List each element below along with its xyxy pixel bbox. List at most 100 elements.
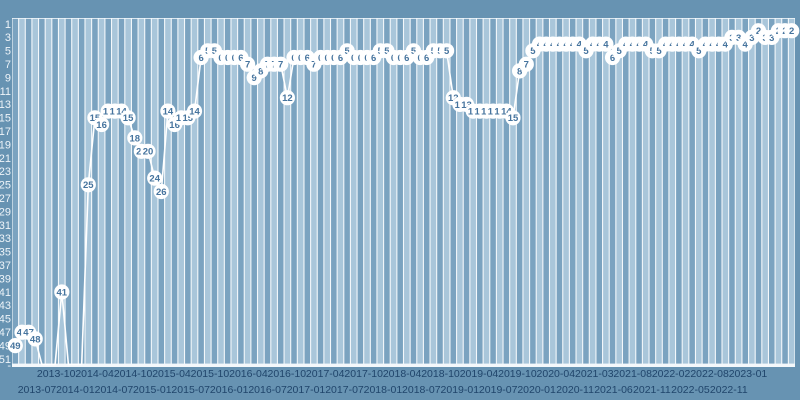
month-stripe	[642, 18, 649, 364]
y-tick-label: 25	[0, 180, 11, 192]
month-stripe	[742, 18, 749, 364]
data-point[interactable]	[54, 284, 70, 300]
data-point[interactable]	[80, 177, 96, 193]
data-point[interactable]	[598, 36, 614, 52]
data-point[interactable]	[127, 130, 143, 146]
month-stripe	[536, 18, 543, 364]
month-stripe	[390, 18, 397, 364]
y-offscale-marker: -	[7, 360, 11, 372]
data-point-value: 2	[789, 26, 794, 37]
month-stripe	[39, 18, 45, 364]
month-stripe	[231, 18, 238, 364]
month-stripe	[317, 18, 324, 364]
data-point-value: 14	[501, 107, 512, 118]
y-tick-label: 23	[0, 166, 11, 178]
data-point-value: 12	[282, 93, 293, 104]
data-point-value: 24	[149, 174, 160, 185]
data-point[interactable]	[784, 23, 800, 39]
month-stripe	[125, 18, 131, 364]
month-stripe	[410, 18, 417, 364]
month-stripe	[244, 18, 251, 364]
data-point[interactable]	[120, 110, 136, 126]
data-point-value: 8	[258, 66, 263, 77]
month-stripe	[490, 18, 496, 364]
data-point-value: 5	[444, 46, 450, 57]
month-stripe	[171, 18, 178, 364]
y-tick-label: 19	[0, 139, 11, 151]
month-stripe	[676, 18, 682, 364]
data-point[interactable]	[140, 143, 156, 159]
data-point[interactable]	[279, 90, 295, 106]
data-point-value: 5	[411, 46, 417, 57]
month-stripe	[629, 18, 636, 364]
month-stripe	[543, 18, 549, 364]
month-stripe	[331, 18, 337, 364]
month-stripe	[218, 18, 224, 364]
month-stripe	[271, 18, 277, 364]
month-stripe	[145, 18, 151, 364]
month-stripe	[583, 18, 589, 364]
data-point-value: 6	[305, 53, 310, 64]
y-tick-label: 5	[5, 46, 11, 58]
data-point-value: 48	[30, 334, 41, 345]
data-point[interactable]	[160, 103, 176, 119]
month-stripe	[483, 18, 490, 364]
x-tick-label: 2018-04	[383, 368, 422, 380]
month-stripe	[258, 18, 264, 364]
data-point-value: 7	[278, 60, 283, 71]
x-tick-label: 2021-03	[575, 368, 614, 380]
month-stripe	[72, 18, 78, 364]
data-point-value: 9	[252, 73, 257, 84]
month-stripe	[178, 18, 184, 364]
data-point[interactable]	[186, 103, 203, 119]
month-stripe	[131, 18, 138, 364]
y-tick-label: 15	[0, 113, 11, 125]
month-stripe	[291, 18, 297, 364]
y-tick-label: 3	[5, 32, 11, 44]
y-tick-label: 37	[0, 260, 11, 272]
month-stripe	[204, 18, 211, 364]
y-tick-label: 9	[5, 72, 11, 84]
data-point[interactable]	[94, 116, 110, 133]
x-tick-label: 2021-06	[594, 384, 633, 396]
month-stripe	[423, 18, 430, 364]
y-tick-label: 47	[0, 327, 11, 339]
data-point-value: 4	[603, 40, 609, 51]
month-stripe	[92, 18, 98, 364]
month-stripe	[715, 18, 722, 364]
month-stripe	[749, 18, 755, 364]
y-tick-label: 45	[0, 314, 11, 326]
data-point-value: 49	[10, 341, 21, 352]
data-point-value: 8	[517, 66, 522, 77]
x-tick-label: 2018-01	[364, 384, 403, 396]
month-stripe	[669, 18, 676, 364]
data-point-value: 6	[404, 53, 409, 64]
data-point[interactable]	[7, 338, 23, 354]
data-point-value: 14	[163, 107, 174, 118]
month-stripe	[404, 18, 410, 364]
data-point[interactable]	[273, 56, 289, 72]
month-stripe	[430, 18, 437, 364]
month-stripe	[735, 18, 742, 364]
data-point[interactable]	[439, 43, 455, 59]
x-tick-label: 2013-07	[18, 384, 57, 396]
data-point[interactable]	[147, 170, 163, 186]
month-stripe	[45, 18, 52, 364]
x-tick-label: 2017-04	[306, 368, 345, 380]
data-point[interactable]	[240, 56, 256, 72]
month-stripe	[19, 18, 25, 364]
month-stripe	[609, 18, 616, 364]
data-point-value: 5	[212, 46, 218, 57]
data-point[interactable]	[518, 56, 534, 72]
x-tick-label: 2018-07	[402, 384, 441, 396]
month-stripe	[503, 18, 510, 364]
data-point[interactable]	[505, 110, 521, 126]
month-stripe	[98, 18, 105, 364]
data-point[interactable]	[27, 331, 43, 347]
x-tick-label: 2013-10	[37, 368, 76, 380]
month-stripe	[443, 18, 450, 364]
data-point[interactable]	[153, 183, 169, 200]
x-tick-label: 2015-07	[171, 384, 210, 396]
x-tick-label: 2022-02	[652, 368, 691, 380]
x-tick-label: 2019-04	[460, 368, 499, 380]
